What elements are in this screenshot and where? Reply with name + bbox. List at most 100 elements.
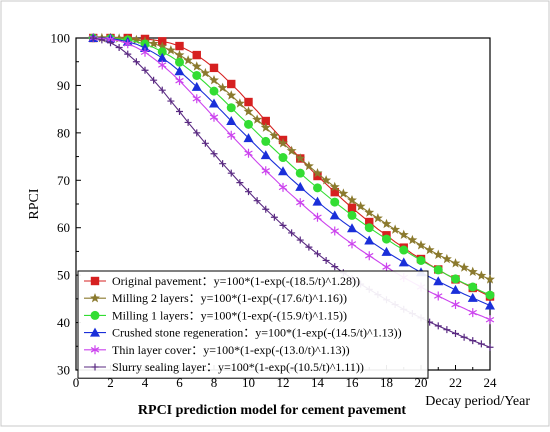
data-point (305, 243, 313, 251)
x-tick-label: 14 (311, 375, 325, 390)
data-point (278, 182, 288, 192)
data-point (330, 187, 339, 197)
data-point (433, 249, 444, 259)
x-tick-label: 16 (346, 375, 360, 390)
legend-item: Slurry sealing layer：y=100*(1-exp(-(10.5… (84, 360, 364, 374)
data-point (450, 284, 461, 294)
data-point (381, 218, 392, 229)
data-point (459, 262, 470, 272)
legend-item: Thin layer cover：y=100*(1-exp(-(13.0/t)^… (84, 343, 350, 357)
data-point (132, 58, 140, 66)
data-point (467, 266, 478, 277)
data-point (364, 235, 375, 245)
data-point (124, 50, 132, 58)
data-point (260, 150, 271, 160)
data-point (174, 49, 185, 60)
data-point (312, 196, 323, 206)
x-tick-label: 2 (107, 375, 114, 390)
data-point (468, 282, 478, 292)
data-point (313, 212, 322, 222)
data-point (278, 166, 288, 176)
legend: Original pavement：y=100*(1-exp(-(18.5/t)… (77, 270, 429, 379)
data-point (131, 34, 142, 45)
data-point (262, 205, 270, 213)
data-point (303, 160, 314, 171)
data-point (114, 33, 125, 43)
data-point (279, 221, 287, 229)
data-point (416, 255, 426, 265)
data-point (364, 223, 374, 233)
data-point (424, 244, 435, 255)
data-point (158, 37, 167, 46)
data-point (98, 36, 106, 44)
data-point (347, 239, 357, 249)
data-point (200, 67, 211, 78)
data-point (485, 274, 495, 284)
data-point (140, 42, 150, 52)
data-point (390, 224, 401, 234)
data-point (209, 63, 219, 73)
legend-label: Slurry sealing layer：y=100*(1-exp(-(10.5… (112, 360, 364, 374)
legend-item: Original pavement：y=100*(1-exp(-(18.5/t)… (84, 274, 360, 288)
data-point (236, 179, 244, 187)
data-point (158, 60, 167, 70)
data-point (452, 329, 459, 337)
data-point (261, 166, 270, 176)
data-point (398, 257, 409, 267)
data-point (183, 55, 194, 65)
data-point (469, 337, 477, 345)
data-point (486, 343, 494, 351)
data-point (123, 39, 132, 49)
data-point (364, 207, 375, 217)
data-point (227, 169, 235, 177)
legend-label: Crushed stone regeneration：y=100*(1-exp(… (112, 326, 402, 340)
data-point (192, 50, 201, 60)
data-point (295, 153, 306, 163)
data-point (201, 139, 209, 147)
data-point (219, 160, 227, 168)
data-point (407, 234, 418, 245)
y-tick-label: 70 (57, 173, 70, 188)
data-point (381, 246, 392, 256)
y-tick-label: 80 (57, 125, 70, 140)
data-point (209, 98, 219, 108)
data-point (140, 47, 150, 57)
x-tick-label: 4 (142, 375, 149, 390)
data-point (399, 245, 409, 255)
data-point (321, 175, 332, 185)
y-axis-ticks: 30 40 50 60 70 80 90 100 (51, 31, 81, 378)
data-point (295, 181, 306, 191)
legend-label: Original pavement：y=100*(1-exp(-(18.5/t)… (112, 274, 360, 288)
data-point (150, 76, 158, 84)
data-point (191, 81, 202, 91)
data-point (226, 116, 237, 125)
data-point (329, 210, 340, 220)
chart-title: RPCI prediction model for cement pavemen… (138, 403, 406, 418)
data-point (451, 274, 460, 284)
legend-marker (90, 327, 100, 337)
data-point (329, 181, 340, 192)
x-tick-label: 12 (277, 375, 290, 390)
data-point (477, 340, 485, 348)
y-tick-label: 30 (57, 363, 70, 378)
data-point (148, 38, 159, 48)
legend-label: Milling 2 layers：y=100*(1-exp(-(17.6/t)^… (112, 291, 347, 305)
data-point (338, 188, 349, 198)
data-point (157, 47, 167, 57)
data-point (382, 262, 391, 272)
data-point (365, 217, 374, 227)
data-point (176, 108, 183, 116)
data-point (467, 292, 478, 302)
data-point (347, 210, 357, 220)
data-point (192, 70, 202, 80)
data-point (244, 97, 253, 107)
data-point (278, 138, 288, 148)
data-point (322, 256, 330, 264)
legend-label: Thin layer cover：y=100*(1-exp(-(13.0/t)^… (112, 343, 350, 357)
data-point (192, 94, 201, 104)
x-tick-label: 24 (484, 375, 498, 390)
data-point (107, 39, 114, 47)
data-point (167, 97, 175, 105)
data-point (468, 308, 477, 318)
data-point (243, 106, 254, 116)
